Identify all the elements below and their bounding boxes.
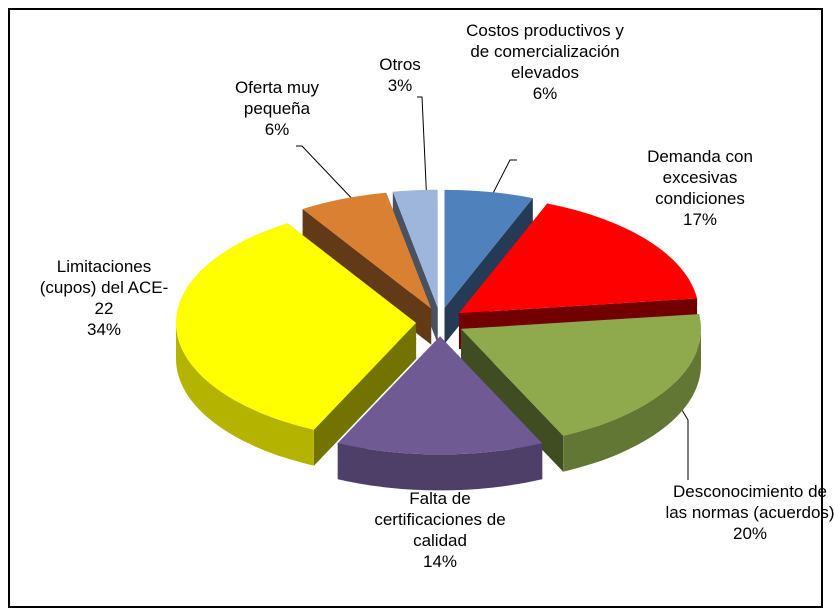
category-label: Oferta muy pequeña xyxy=(234,78,320,118)
value-label: 14% xyxy=(422,552,458,571)
value-label: 6% xyxy=(264,120,290,139)
slice xyxy=(458,203,698,314)
slice xyxy=(392,189,438,308)
leader-line xyxy=(296,145,359,206)
value-label: 3% xyxy=(387,76,413,95)
slice-wall xyxy=(563,328,701,472)
slice xyxy=(444,189,533,308)
slice xyxy=(337,336,543,455)
category-label: Demanda con excesivas condiciones xyxy=(647,147,753,208)
value-label: 34% xyxy=(86,320,122,339)
category-label: Otros xyxy=(379,55,421,74)
category-label: Costos productivos y de comercialización… xyxy=(466,21,624,82)
value-label: 20% xyxy=(732,524,768,543)
leader-line xyxy=(681,409,689,480)
data-label: Desconocimiento de las normas (acuerdos)… xyxy=(665,481,834,544)
leader-line xyxy=(486,159,517,206)
chart-frame xyxy=(8,8,823,608)
data-label: Costos productivos y de comercialización… xyxy=(460,20,630,104)
leader-lines xyxy=(180,96,689,480)
slice xyxy=(176,223,417,430)
slice xyxy=(302,192,432,309)
value-label: 6% xyxy=(532,84,558,103)
value-label: 17% xyxy=(682,210,718,229)
category-label: Desconocimiento de las normas (acuerdos) xyxy=(665,482,834,522)
data-label: Limitaciones (cupos) del ACE-22 34% xyxy=(39,256,169,340)
slice-wall xyxy=(337,443,543,491)
slice-side xyxy=(461,328,564,472)
slice xyxy=(461,314,702,436)
slice-wall xyxy=(176,322,314,466)
data-label: Oferta muy pequeña 6% xyxy=(217,77,337,140)
data-label: Demanda con excesivas condiciones 17% xyxy=(625,146,775,230)
data-label: Falta de certificaciones de calidad 14% xyxy=(365,488,515,572)
category-label: Limitaciones (cupos) del ACE-22 xyxy=(39,257,169,318)
data-label: Otros 3% xyxy=(365,54,435,96)
leader-line xyxy=(417,96,428,206)
slices xyxy=(176,189,702,491)
slice-side xyxy=(313,322,417,466)
category-label: Falta de certificaciones de calidad xyxy=(374,489,506,550)
